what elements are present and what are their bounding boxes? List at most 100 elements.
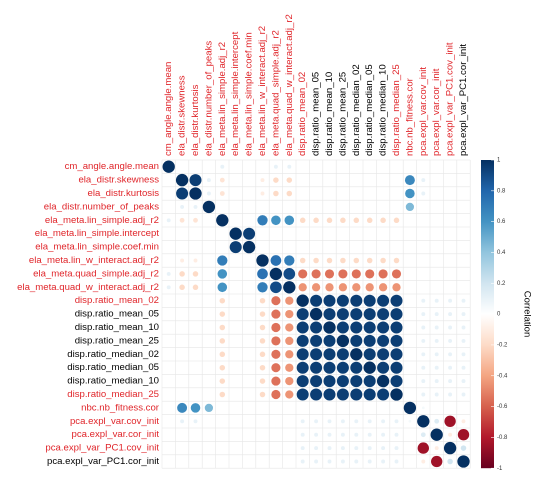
correlation-circle — [180, 419, 185, 424]
correlation-circle — [350, 361, 363, 374]
row-label: disp.ratio_median_02 — [67, 349, 159, 360]
correlation-circle — [421, 325, 426, 330]
correlation-circle — [313, 217, 319, 224]
correlation-circle — [179, 217, 185, 223]
correlation-circle — [296, 375, 309, 388]
correlation-circle — [189, 174, 202, 187]
row-label: pca.expl_var.cor_init — [72, 429, 160, 440]
correlation-circle — [257, 215, 268, 226]
correlation-circle — [285, 323, 294, 332]
correlation-circle — [286, 177, 293, 183]
correlation-circle — [229, 227, 242, 240]
column-label: nbc.nb_fitness.cor — [404, 77, 415, 156]
correlation-circle — [461, 312, 466, 317]
correlation-circle — [217, 282, 228, 293]
correlation-circle — [350, 375, 363, 388]
correlation-circle — [325, 283, 334, 292]
colorbar — [481, 160, 494, 469]
correlation-circle — [350, 294, 363, 307]
correlation-circle — [421, 406, 425, 410]
correlation-circle — [327, 446, 332, 451]
column-label: pca.expl_var.cor_init — [431, 68, 442, 156]
correlation-circle — [260, 178, 265, 183]
correlation-circle — [166, 271, 171, 276]
correlation-circle — [421, 379, 426, 384]
correlation-circle — [175, 173, 189, 187]
correlation-circle — [326, 257, 333, 264]
correlation-circle — [260, 191, 265, 196]
correlation-circle — [323, 321, 336, 334]
correlation-circle — [192, 284, 199, 291]
correlation-circle — [313, 257, 319, 264]
column-label: disp.ratio_median_25 — [391, 64, 402, 156]
correlation-circle — [310, 294, 323, 307]
correlation-circle — [296, 348, 309, 361]
correlation-circle — [271, 336, 281, 346]
correlation-circle — [273, 190, 279, 197]
correlation-circle — [367, 419, 372, 424]
correlation-circle — [204, 403, 214, 413]
correlation-circle — [352, 283, 361, 292]
correlation-circle — [271, 376, 281, 386]
correlation-circle — [350, 388, 363, 401]
correlation-circle — [336, 361, 349, 374]
row-label: ela_distr.kurtosis — [88, 188, 160, 199]
correlation-circle — [421, 191, 426, 196]
correlation-circle — [283, 281, 296, 294]
correlation-circle — [421, 338, 426, 343]
legend-title: Correlation — [521, 291, 532, 337]
colorbar-tick-label: -0.8 — [497, 435, 508, 441]
row-label: disp.ratio_mean_25 — [75, 335, 159, 346]
correlation-circle — [257, 282, 268, 293]
correlation-circle — [447, 458, 453, 465]
correlation-circle — [219, 324, 226, 331]
column-label: disp.ratio_mean_05 — [311, 72, 322, 156]
correlation-circle — [405, 202, 415, 212]
row-label: ela_meta.lin_w_interact.adj_r2 — [29, 255, 159, 266]
correlation-circle — [353, 257, 360, 264]
correlation-circle — [434, 338, 439, 343]
row-label: ela_meta.lin_simple.adj_r2 — [45, 215, 159, 226]
correlation-circle — [367, 446, 372, 451]
correlation-circle — [296, 308, 309, 321]
correlation-circle — [176, 187, 189, 200]
correlation-circle — [367, 459, 372, 464]
colorbar-tick-label: 0 — [497, 312, 501, 318]
correlation-circle — [202, 200, 216, 214]
row-label: ela_meta.lin_simple.coef.min — [35, 242, 159, 253]
column-label: ela_distr.number_of_peaks — [203, 41, 214, 156]
correlation-circle — [217, 255, 228, 266]
correlation-circle — [243, 227, 256, 240]
correlation-circle — [180, 258, 185, 263]
correlation-circle — [296, 388, 309, 401]
correlation-circle — [354, 419, 359, 424]
correlation-circle — [219, 311, 226, 317]
correlation-circle — [434, 325, 439, 330]
correlation-circle — [350, 321, 363, 334]
correlation-circle — [259, 364, 266, 371]
correlation-circle — [300, 459, 305, 464]
correlation-circle — [259, 351, 266, 358]
correlation-circle — [448, 379, 453, 384]
correlation-circle — [190, 403, 201, 413]
correlation-circle — [421, 365, 426, 370]
correlation-circle — [377, 334, 390, 347]
correlation-circle — [177, 402, 188, 413]
correlation-circle — [340, 217, 346, 224]
correlation-circle — [394, 459, 399, 464]
correlation-circle — [271, 389, 281, 400]
correlation-circle — [286, 190, 293, 197]
column-label: disp.ratio_median_02 — [351, 64, 362, 156]
column-label: ela_meta.lin_w_interact.adj_r2 — [257, 26, 268, 156]
correlation-circle — [336, 348, 349, 361]
correlation-circle — [324, 269, 335, 279]
row-label: disp.ratio_mean_10 — [75, 322, 159, 333]
column-label: cm_angle.angle.mean — [163, 62, 174, 156]
correlation-circle — [408, 419, 412, 423]
correlation-circle — [219, 351, 226, 358]
correlation-circle — [193, 258, 198, 263]
correlation-circle — [461, 419, 466, 424]
correlation-circle — [285, 376, 294, 386]
colorbar-tick-label: 0.6 — [497, 219, 506, 225]
